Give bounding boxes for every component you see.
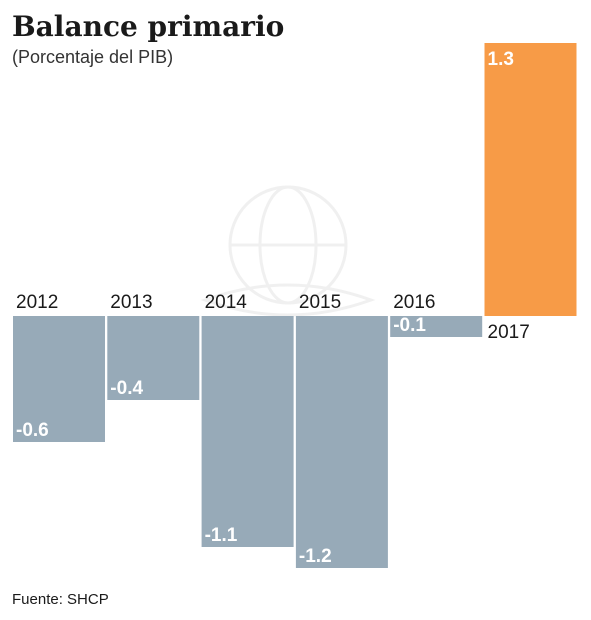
bar-2016 xyxy=(390,316,483,337)
bar-2012 xyxy=(13,316,105,442)
bar-2013 xyxy=(107,316,200,400)
value-label-2012: -0.6 xyxy=(16,420,49,441)
category-label-2012: 2012 xyxy=(16,292,58,313)
value-label-2016: -0.1 xyxy=(393,315,426,336)
category-label-2016: 2016 xyxy=(393,292,435,313)
category-label-2017: 2017 xyxy=(488,322,530,343)
category-label-2013: 2013 xyxy=(110,292,152,313)
value-label-2017: 1.3 xyxy=(488,49,514,70)
bar-2014 xyxy=(201,316,294,547)
value-label-2014: -1.1 xyxy=(205,525,238,546)
chart-subtitle: (Porcentaje del PIB) xyxy=(12,47,173,67)
value-label-2013: -0.4 xyxy=(110,378,143,399)
source-note: Fuente: SHCP xyxy=(12,591,109,608)
category-label-2015: 2015 xyxy=(299,292,341,313)
category-label-2014: 2014 xyxy=(205,292,248,313)
bar-2015 xyxy=(295,316,388,568)
watermark-logo xyxy=(200,185,376,317)
bars: -0.6 2012 -0.4 2013 -1.1 2014 -1.2 2015 -0.12016… xyxy=(13,43,577,568)
bar-2017 xyxy=(484,43,577,316)
chart-title: Balance primario xyxy=(12,10,284,43)
value-label-2015: -1.2 xyxy=(299,546,332,567)
